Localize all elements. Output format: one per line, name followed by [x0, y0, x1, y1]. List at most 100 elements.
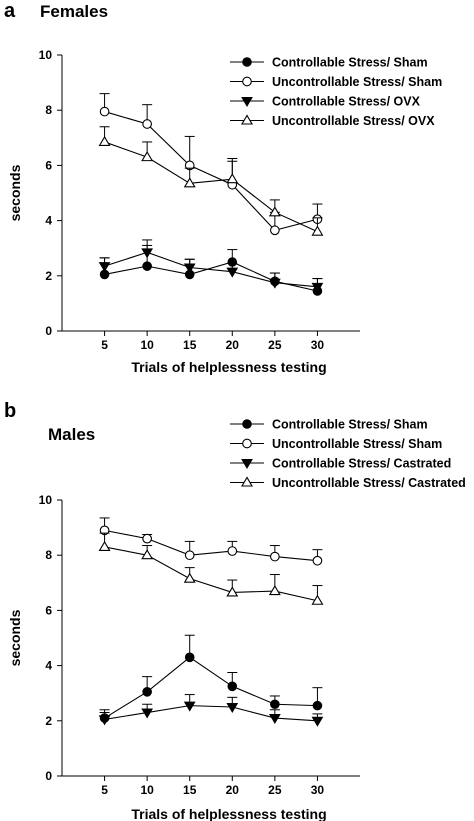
x-axis-title: Trials of helplessness testing	[131, 806, 326, 821]
data-point	[184, 652, 195, 663]
data-point	[142, 533, 152, 544]
data-point	[98, 135, 111, 146]
data-point	[141, 248, 154, 259]
y-tick-label: 8	[45, 103, 52, 117]
legend-entry: Uncontrollable Stress/ Sham	[272, 75, 442, 89]
chart-panel-a: a Females 0 2 4 6 8 10 5 10 15 20 25 30 Trials of help…	[4, 0, 442, 375]
series-0	[99, 634, 323, 723]
data-point	[311, 716, 324, 727]
data-point	[270, 551, 280, 562]
data-point	[311, 225, 324, 236]
data-point	[99, 106, 110, 117]
data-point	[311, 594, 324, 605]
series-line	[104, 529, 318, 562]
series-3	[98, 126, 324, 236]
data-point	[268, 584, 281, 596]
data-point	[312, 555, 323, 566]
legend-entry: Uncontrollable Stress/ Sham	[272, 437, 442, 451]
legend: Controllable Stress/ Sham Uncontrollable …	[230, 418, 466, 490]
x-tick-label: 5	[101, 783, 108, 797]
y-tick-label: 2	[45, 269, 52, 283]
y-tick-label: 4	[45, 659, 52, 673]
data-point	[268, 278, 281, 289]
panel-letter: b	[4, 400, 16, 422]
data-point	[226, 703, 239, 713]
data-point	[142, 687, 152, 697]
data-point	[98, 715, 111, 726]
series-3	[98, 532, 324, 605]
legend-marker	[241, 476, 253, 487]
data-point	[98, 540, 111, 551]
data-point	[227, 546, 238, 556]
data-point	[270, 225, 280, 236]
data-point	[142, 261, 152, 271]
x-tick-label: 25	[268, 338, 282, 352]
legend-marker	[242, 419, 252, 429]
data-point	[142, 119, 152, 129]
data-point	[226, 267, 239, 278]
data-point	[98, 262, 111, 273]
data-point	[184, 550, 195, 561]
data-point	[141, 549, 154, 560]
series-line	[104, 251, 318, 288]
legend-marker	[242, 57, 252, 67]
legend-marker	[242, 438, 252, 449]
chart-title: Females	[40, 2, 108, 21]
data-point	[226, 173, 239, 184]
series-line	[104, 111, 318, 231]
series-line	[104, 705, 318, 722]
y-tick-label: 0	[45, 769, 52, 783]
panel-letter: a	[4, 0, 16, 22]
data-point	[183, 263, 196, 274]
x-tick-label: 20	[226, 783, 240, 797]
series-1	[99, 517, 323, 566]
chart-panel-b: b Males 0 2 4 6 8 10 5 10 15 20 25 30 Trials of helple…	[4, 400, 466, 821]
y-tick-label: 10	[39, 48, 53, 62]
y-tick-label: 8	[45, 548, 52, 562]
data-point	[183, 701, 196, 712]
legend-entry: Uncontrollable Stress/ OVX	[272, 114, 435, 128]
data-point	[141, 151, 154, 162]
data-point	[183, 177, 196, 188]
series-line	[104, 261, 318, 292]
x-tick-label: 25	[268, 783, 282, 797]
x-axis-title: Trials of helplessness testing	[131, 359, 326, 375]
data-point	[312, 700, 323, 711]
x-tick-label: 10	[140, 783, 154, 797]
data-point	[141, 708, 154, 719]
x-tick-label: 15	[183, 338, 197, 352]
series-0	[99, 239, 323, 296]
legend-entry: Controllable Stress/ Castrated	[272, 457, 451, 471]
x-tick-label: 20	[226, 338, 240, 352]
data-point	[183, 572, 196, 583]
x-tick-label: 5	[101, 338, 108, 352]
legend-marker	[241, 97, 253, 107]
y-axis-title: seconds	[7, 164, 23, 221]
data-point	[268, 714, 281, 725]
legend-entry: Uncontrollable Stress/ Castrated	[272, 476, 466, 490]
x-tick-label: 10	[140, 338, 154, 352]
data-point	[270, 699, 280, 710]
x-tick-label: 15	[183, 783, 197, 797]
data-point	[311, 282, 324, 293]
x-tick-label: 30	[311, 783, 325, 797]
legend: Controllable Stress/ Sham Uncontrollable …	[230, 56, 442, 128]
y-tick-label: 4	[45, 214, 52, 228]
data-point	[268, 206, 281, 217]
legend-marker	[241, 459, 253, 469]
data-point	[227, 681, 238, 692]
y-tick-label: 2	[45, 714, 52, 728]
legend-entry: Controllable Stress/ OVX	[272, 95, 421, 109]
y-tick-label: 6	[45, 603, 52, 617]
legend-entry: Controllable Stress/ Sham	[272, 56, 428, 70]
data-point	[226, 586, 239, 597]
y-tick-label: 10	[39, 493, 53, 507]
series-2	[98, 244, 324, 293]
series-line	[104, 141, 318, 233]
y-tick-label: 6	[45, 158, 52, 172]
y-tick-label: 0	[45, 324, 52, 338]
y-axis-title: seconds	[7, 609, 23, 666]
series-line	[104, 546, 318, 602]
legend-marker	[241, 114, 253, 125]
